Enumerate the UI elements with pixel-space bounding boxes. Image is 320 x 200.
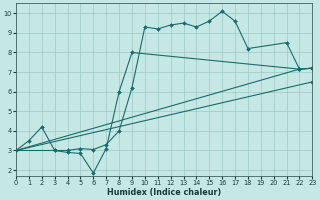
X-axis label: Humidex (Indice chaleur): Humidex (Indice chaleur) (107, 188, 221, 197)
